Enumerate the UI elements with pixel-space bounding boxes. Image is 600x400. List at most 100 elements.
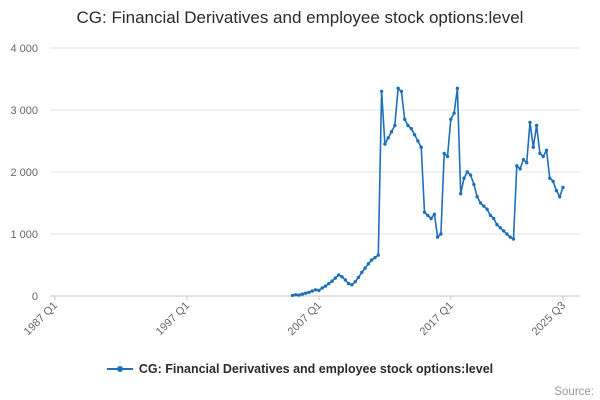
- data-point: [297, 293, 301, 297]
- data-point: [462, 176, 466, 180]
- x-axis-tick-label: 1997 Q1: [154, 300, 192, 338]
- data-point: [323, 284, 328, 288]
- data-point: [439, 232, 443, 236]
- data-point: [333, 276, 338, 280]
- data-point: [468, 173, 473, 177]
- data-point: [416, 139, 420, 143]
- data-point: [412, 133, 417, 137]
- legend-line-icon: [106, 366, 133, 372]
- data-point: [313, 288, 318, 292]
- data-point: [426, 213, 430, 218]
- data-point: [389, 130, 394, 134]
- data-point: [472, 182, 476, 187]
- data-point: [386, 136, 390, 140]
- legend-label: CG: Financial Derivatives and employee s…: [138, 362, 494, 376]
- data-point: [432, 212, 437, 216]
- data-point: [340, 275, 344, 279]
- data-point: [360, 270, 364, 275]
- x-axis-tick-label: 1987 Q1: [22, 300, 60, 338]
- data-point: [409, 126, 413, 131]
- data-point: [541, 154, 545, 159]
- data-point: [445, 154, 450, 159]
- data-point: [379, 89, 384, 94]
- data-point: [353, 280, 357, 284]
- data-point: [317, 288, 321, 293]
- y-axis-tick-label: 1 000: [10, 229, 38, 241]
- data-point: [290, 293, 295, 298]
- data-point: [465, 170, 469, 174]
- data-point: [429, 216, 433, 221]
- data-point: [449, 117, 453, 122]
- data-point: [399, 89, 404, 94]
- data-point: [531, 145, 535, 149]
- data-point: [505, 232, 509, 236]
- data-point: [320, 286, 324, 290]
- data-point: [459, 192, 463, 196]
- data-point: [492, 216, 496, 221]
- data-point: [304, 291, 308, 295]
- data-point: [422, 210, 427, 214]
- data-point: [356, 275, 361, 280]
- data-point: [544, 148, 549, 152]
- data-point: [406, 123, 410, 128]
- data-line: [291, 87, 564, 297]
- data-point: [534, 123, 539, 128]
- data-point: [419, 145, 423, 149]
- data-point: [310, 289, 314, 293]
- y-axis-tick-label: 4 000: [10, 43, 38, 55]
- chart-svg: 0 1 000 2 000 3 000 4 000 1987 Q1 1997 Q1 2007 …: [10, 43, 580, 338]
- data-point: [330, 279, 334, 283]
- legend-item[interactable]: CG: Financial Derivatives and employee s…: [0, 362, 600, 376]
- x-axis-tick-label: 2025 Q3: [530, 300, 568, 338]
- data-point: [307, 290, 311, 294]
- chart-title: CG: Financial Derivatives and employee s…: [76, 8, 524, 27]
- data-point: [350, 283, 354, 287]
- data-point: [366, 262, 371, 266]
- data-point: [478, 201, 483, 205]
- data-point: [501, 229, 506, 233]
- y-axis-tick-label: 0: [32, 291, 38, 303]
- data-point: [548, 176, 552, 180]
- data-point: [521, 157, 526, 162]
- data-point: [383, 142, 387, 146]
- data-point: [551, 179, 555, 183]
- data-point: [475, 195, 479, 199]
- data-point: [363, 266, 367, 270]
- x-axis-tick-label: 2017 Q1: [418, 300, 456, 338]
- data-point: [393, 123, 397, 128]
- data-point: [294, 293, 298, 297]
- data-point: [482, 204, 486, 208]
- data-point: [508, 235, 512, 239]
- data-point: [528, 120, 532, 125]
- data-point: [300, 292, 305, 296]
- data-point: [488, 213, 493, 218]
- x-axis-tick-label: 2007 Q1: [286, 300, 324, 338]
- y-axis-tick-label: 3 000: [10, 105, 38, 117]
- data-point: [518, 167, 522, 171]
- data-point: [370, 258, 374, 262]
- source-label: Source:: [554, 386, 594, 398]
- data-point: [403, 117, 407, 122]
- data-point: [515, 164, 519, 168]
- data-point: [498, 226, 502, 230]
- data-point: [538, 151, 542, 156]
- data-point: [511, 237, 516, 241]
- data-point: [337, 273, 341, 277]
- data-point: [485, 207, 489, 211]
- data-point: [495, 223, 499, 227]
- data-point: [327, 281, 331, 286]
- data-point: [376, 253, 380, 257]
- data-point: [435, 235, 440, 239]
- data-point: [343, 278, 347, 282]
- data-point: [396, 86, 400, 91]
- data-point: [346, 281, 351, 286]
- data-point: [455, 86, 460, 91]
- data-point: [442, 151, 446, 156]
- data-point: [558, 195, 562, 199]
- data-point: [525, 161, 529, 165]
- data-point: [373, 255, 377, 260]
- data-point: [452, 111, 456, 115]
- data-point: [554, 188, 559, 193]
- data-point: [561, 185, 565, 190]
